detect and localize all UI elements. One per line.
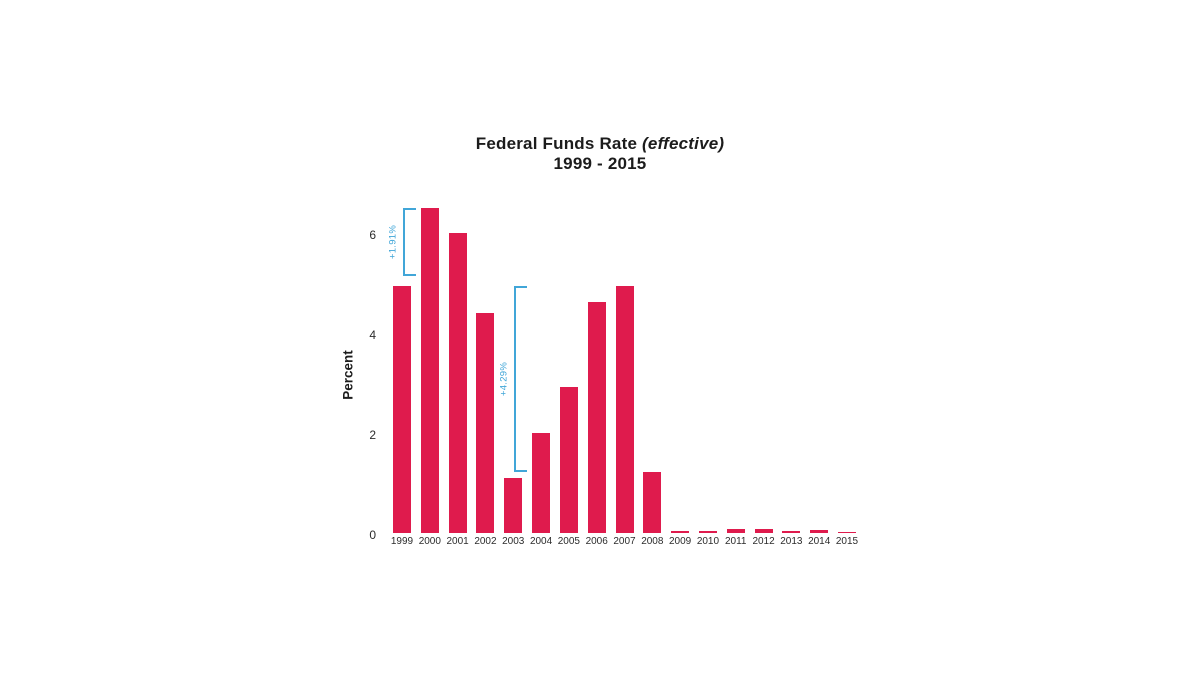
annotation-bracket-1 [403,208,416,276]
y-tick-6: 6 [369,228,376,242]
chart-title: Federal Funds Rate (effective) [0,133,1200,154]
x-tick-2008: 2008 [641,536,664,547]
bar-2009 [671,530,690,533]
x-tick-2007: 2007 [613,536,636,547]
chart-subtitle: 1999 - 2015 [553,154,647,173]
x-tick-2010: 2010 [696,536,720,547]
bar-2003 [504,478,523,533]
y-tick-0: 0 [369,528,376,542]
x-tick-2009: 2009 [669,536,692,547]
x-tick-2005: 2005 [557,536,580,547]
bar-2013 [782,530,801,533]
bar-1999 [393,285,411,533]
chart-title-text: Federal Funds Rate [475,134,638,153]
bar-2015 [838,531,856,533]
bar-2000 [420,208,439,533]
bar-2014 [810,530,829,533]
x-tick-2000: 2000 [418,536,441,547]
x-tick-2011: 2011 [724,536,747,547]
x-tick-2014: 2014 [808,536,831,547]
chart-title-emphasis: (effective) [642,134,725,153]
x-tick-2012: 2012 [752,536,775,547]
chart-title-block: Federal Funds Rate (effective) 1999 - 20… [0,133,1200,174]
annotation-label-2: +4.29% [498,361,510,396]
bar-2010 [698,530,717,533]
bar-2001 [448,233,467,533]
x-tick-2006: 2006 [585,536,608,547]
bar-2006 [587,302,606,533]
annotation-label-1: +1.91% [387,224,399,259]
bar-2002 [476,313,495,533]
bar-2011 [726,529,745,533]
x-tick-2002: 2002 [474,536,497,547]
bar-2005 [559,387,578,533]
x-tick-2003: 2003 [502,536,525,547]
annotation-bracket-2 [514,285,528,472]
x-tick-1999: 1999 [390,536,414,547]
x-tick-2001: 2001 [446,536,469,547]
x-tick-2013: 2013 [780,536,803,547]
x-tick-2015: 2015 [835,536,859,547]
bar-2012 [754,529,773,533]
y-tick-4: 4 [369,328,376,342]
x-tick-2004: 2004 [529,536,553,547]
bar-2004 [532,433,551,533]
bar-2008 [643,472,662,533]
bar-2007 [615,285,634,533]
y-tick-2: 2 [369,428,376,442]
